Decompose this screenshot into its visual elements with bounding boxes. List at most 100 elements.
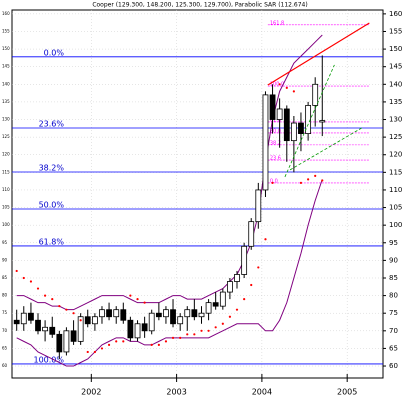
sar-dot [58, 305, 61, 308]
sar-dot [285, 86, 288, 89]
x-tick-label: 2003 [166, 388, 186, 397]
y-tick-label: 125 [389, 133, 402, 141]
sar-dot [107, 343, 111, 346]
y-tick-label: 115 [389, 168, 402, 176]
sar-dot [164, 340, 168, 343]
lower-band [16, 179, 323, 367]
candle-body [191, 309, 198, 318]
fib-label: 38.2% [39, 163, 65, 172]
ext-label: 38.2 [270, 140, 281, 146]
sar-dot [100, 347, 104, 350]
candle-body [155, 312, 162, 318]
y-tick-label: 60 [389, 362, 398, 370]
x-tick-label: 2005 [337, 388, 357, 397]
y-tick-label-left: 140 [2, 81, 10, 86]
candle-body [319, 120, 326, 123]
candle-body [113, 309, 120, 318]
candle-body [42, 326, 48, 332]
plot-frame [11, 9, 384, 379]
sar-dot [278, 83, 281, 86]
fib-label: 23.6% [39, 119, 65, 128]
y-tick-label-left: 155 [2, 28, 10, 33]
y-tick-label-left: 115 [2, 169, 10, 174]
candle-body [255, 189, 262, 223]
sar-dot [243, 298, 246, 301]
y-tick-label: 70 [389, 327, 398, 335]
sar-dot [29, 280, 33, 283]
sar-dot [36, 287, 40, 290]
x-tick-label: 2002 [81, 388, 101, 397]
candle-body [163, 309, 169, 318]
sar-dot [115, 340, 118, 343]
candle-body [35, 319, 41, 332]
candle-body [148, 312, 155, 332]
candle-body [262, 94, 269, 191]
sar-dot [22, 276, 25, 280]
y-tick-label-left: 95 [2, 240, 8, 245]
y-tick-label-left: 125 [2, 134, 10, 139]
sar-dot [122, 340, 125, 343]
y-tick-label-left: 130 [2, 117, 10, 122]
ext-label: 161.8 [270, 20, 284, 26]
y-tick-label-left: 85 [2, 275, 8, 280]
y-tick-label-left: 65 [2, 345, 8, 350]
sar-dot [43, 294, 47, 297]
y-tick-label: 80 [389, 292, 398, 300]
sar-dot [93, 350, 96, 354]
sar-dot [235, 308, 239, 311]
sar-dot [271, 181, 274, 185]
sar-dot [299, 181, 303, 185]
candle-body [205, 302, 212, 314]
sar-dot [292, 90, 295, 93]
candle-body [312, 83, 319, 106]
candle-body [276, 108, 283, 120]
y-tick-label-left: 160 [2, 11, 10, 16]
candle-body [227, 281, 233, 293]
sar-dot [314, 174, 317, 177]
candle-body [120, 309, 127, 321]
candle-body [63, 330, 70, 353]
candle-body [177, 316, 184, 325]
y-tick-label-left: 60 [2, 363, 8, 368]
sar-dot [15, 269, 18, 273]
sar-dot [65, 308, 68, 311]
candle-body [84, 316, 91, 325]
candle-body [298, 122, 304, 135]
y-tick-label: 145 [389, 63, 402, 71]
fib-label: 0.0% [44, 48, 65, 57]
candle-body [234, 274, 240, 282]
sar-dot [150, 343, 153, 346]
y-tick-label: 130 [389, 116, 402, 124]
sar-dot [72, 312, 75, 315]
candle-body [283, 108, 290, 142]
candle-body [13, 319, 20, 325]
y-tick-label: 155 [389, 27, 402, 35]
trend-line [267, 22, 370, 86]
candle-body [70, 330, 77, 342]
candle-body [91, 316, 98, 325]
candle-body [77, 316, 84, 342]
candle-body [106, 309, 112, 318]
sar-dot [157, 343, 160, 346]
ext-label: 50.0 [270, 128, 281, 134]
y-tick-label: 100 [389, 221, 402, 229]
y-tick-label: 150 [389, 45, 402, 53]
sar-dot [214, 326, 217, 329]
y-tick-label: 135 [389, 98, 402, 106]
y-tick-label: 110 [389, 186, 402, 194]
y-tick-label: 75 [389, 309, 398, 317]
fib-label: 61.8% [39, 237, 65, 246]
candle-body [99, 309, 105, 318]
candle-body [290, 122, 297, 142]
sar-dot [257, 266, 260, 269]
y-tick-label-left: 70 [2, 328, 8, 333]
sar-dot [321, 179, 324, 182]
sar-dot [221, 322, 224, 325]
candle-body [269, 94, 276, 120]
y-tick-label-left: 150 [2, 46, 10, 51]
trend-line [289, 127, 362, 171]
candle-body [241, 245, 248, 275]
y-tick-label: 90 [389, 256, 398, 264]
fib-label: 50.0% [39, 200, 65, 209]
